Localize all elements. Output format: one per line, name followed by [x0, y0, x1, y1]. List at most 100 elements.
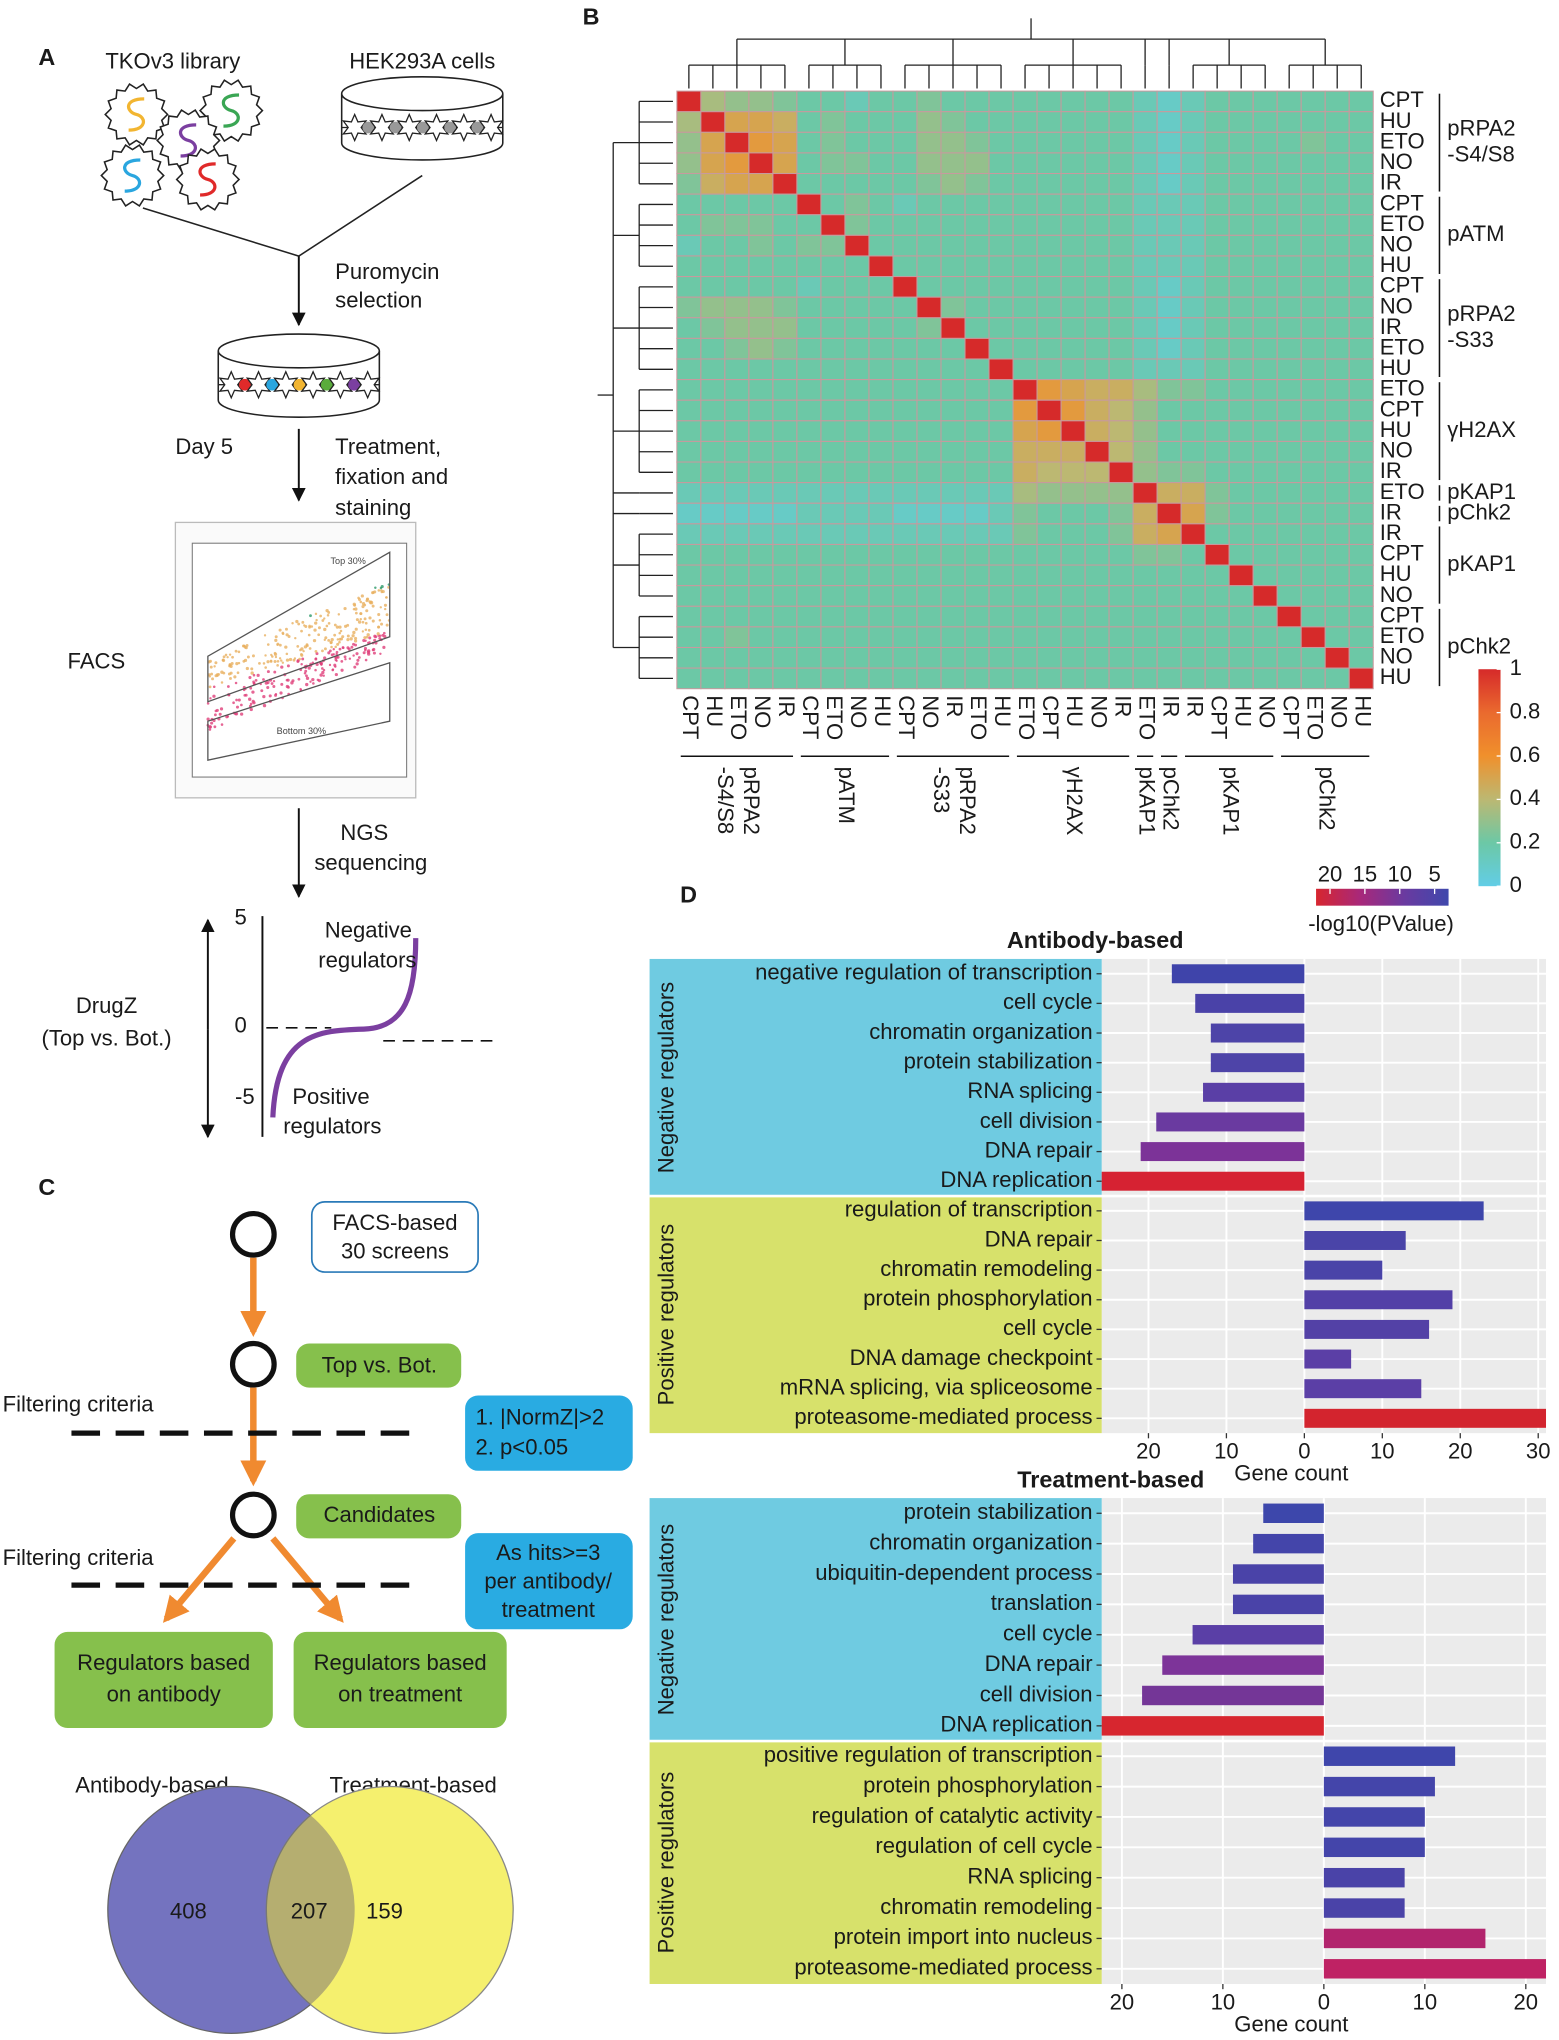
heatmap-cell: [724, 523, 750, 545]
row-label: ETO: [1380, 335, 1425, 360]
heatmap-cell: [1300, 605, 1326, 628]
col-label: IR: [774, 695, 799, 717]
heatmap-cell: [1204, 502, 1230, 525]
heatmap-cell: [772, 585, 798, 607]
heatmap-cell: [1060, 152, 1086, 175]
cell-dot: [471, 121, 484, 134]
facs-event: [315, 618, 318, 622]
x-tick-label: 10: [1214, 1438, 1239, 1463]
heatmap-cell: [1324, 90, 1350, 113]
heatmap-cell: [748, 131, 774, 154]
x-tick-label: 20: [1514, 1989, 1539, 2014]
heatmap-cell: [940, 420, 966, 442]
facs-event: [385, 596, 388, 599]
facs-event: [260, 689, 264, 693]
heatmap-cell: [724, 667, 750, 690]
heatmap-cell: [964, 564, 990, 587]
facs-event: [314, 657, 318, 660]
heatmap-cell: [1300, 646, 1326, 669]
x-tick-label: 20: [1136, 1438, 1161, 1463]
heatmap-cell: [1228, 296, 1254, 319]
heatmap-cell: [940, 482, 966, 504]
heatmap-cell: [940, 399, 966, 422]
heatmap-cell: [1180, 646, 1206, 669]
facs-event: [222, 655, 226, 659]
heatmap-cell: [1324, 646, 1350, 669]
heatmap-cell: [772, 399, 798, 422]
heatmap-cell: [892, 461, 918, 484]
heatmap-cell: [820, 358, 846, 381]
heatmap-cell: [1228, 173, 1254, 195]
heatmap-cell: [1012, 502, 1038, 525]
heatmap-cell: [1012, 420, 1038, 442]
bar: [1101, 1716, 1324, 1736]
facs-event: [296, 644, 300, 648]
heatmap-cell: [1156, 317, 1182, 339]
col-label: CPT: [894, 695, 919, 739]
heatmap-cell: [1060, 626, 1086, 649]
heatmap-cell: [844, 585, 870, 607]
facs-event: [362, 638, 366, 643]
facs-event: [214, 661, 218, 665]
heatmap-cell: [1060, 543, 1086, 566]
col-label: HU: [702, 695, 727, 727]
heatmap-cell: [1084, 523, 1110, 545]
heatmap-cell: [772, 152, 798, 175]
facs-event: [338, 640, 341, 644]
col-label: ETO: [1134, 695, 1159, 740]
facs-event: [319, 673, 323, 677]
facs-event: [288, 657, 293, 662]
heatmap-cell: [748, 379, 774, 401]
heatmap-cell: [1348, 523, 1374, 545]
facs-event: [286, 685, 290, 689]
heatmap-cell: [1060, 234, 1086, 257]
heatmap-cell: [1156, 564, 1182, 587]
heatmap-cell: [1204, 667, 1230, 690]
heatmap-cell: [1276, 296, 1302, 319]
heatmap-cell: [1324, 420, 1350, 442]
heatmap-cell: [1084, 111, 1110, 133]
facs-event: [210, 721, 214, 725]
facs-event: [340, 660, 344, 663]
filter-label: Filtering criteria: [3, 1392, 155, 1417]
facs-event: [310, 625, 314, 628]
facs-event: [365, 599, 369, 603]
heatmap-cell: [676, 564, 702, 587]
heatmap-cell: [772, 605, 798, 628]
facs-event: [312, 639, 317, 643]
heatmap-cell: [1156, 626, 1182, 649]
facs-event: [285, 633, 289, 637]
col-group-label: pChk2: [1158, 767, 1183, 831]
heatmap-cell: [868, 173, 894, 195]
facs-event: [343, 606, 347, 611]
heatmap-cell: [796, 255, 822, 278]
heatmap-cell: [940, 337, 966, 360]
facs-event: [317, 626, 321, 630]
cell-dot: [389, 121, 402, 134]
facs-event: [338, 647, 342, 651]
facs-event: [317, 679, 322, 683]
heatmap-cell: [1084, 482, 1110, 504]
heatmap-cell: [844, 605, 870, 628]
heatmap-cell: [1252, 296, 1278, 319]
heatmap-cell: [964, 667, 990, 690]
facs-event: [262, 703, 267, 708]
heatmap-cell: [1276, 461, 1302, 484]
flow-arrow: [270, 1536, 344, 1623]
heatmap-cell: [1276, 543, 1302, 566]
bar: [1192, 1625, 1324, 1645]
bar: [1304, 1379, 1422, 1399]
heatmap-cell: [772, 564, 798, 587]
facs-event: [371, 619, 375, 623]
heatmap-cell: [1012, 193, 1038, 216]
facs-event: [362, 651, 366, 655]
facs-event: [335, 650, 339, 654]
heatmap-cell: [1348, 626, 1374, 649]
row-label: ETO: [1380, 128, 1425, 153]
heatmap-cell: [676, 667, 702, 690]
heatmap-cell: [916, 523, 942, 545]
facs-event: [227, 672, 231, 676]
heatmap-cell: [964, 90, 990, 113]
heatmap-cell: [1108, 523, 1134, 545]
heatmap-cell: [964, 111, 990, 133]
